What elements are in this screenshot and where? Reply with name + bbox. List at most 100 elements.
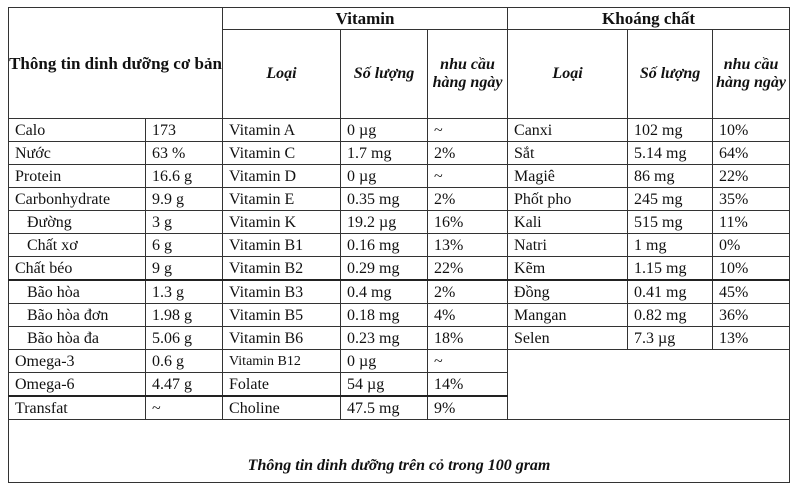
vitamin-name-cell: Vitamin B12 [222, 349, 342, 373]
basic-value-cell: 6 g [144, 233, 224, 257]
vitamin-amount-cell: 54 µg [340, 372, 429, 397]
vitamin-daily-cell: ~ [427, 349, 509, 373]
mineral-name-cell: Sắt [507, 141, 629, 165]
basic-name-cell: Nước [8, 141, 146, 165]
vitamin-name-cell: Vitamin B1 [222, 233, 342, 257]
vitamin-name-cell: Folate [222, 372, 342, 397]
basic-value-cell: 0.6 g [144, 349, 224, 373]
mineral-daily-cell: 10% [712, 256, 791, 281]
basic-name-cell: Bão hòa đơn [8, 303, 146, 327]
basic-value-cell: 1.98 g [144, 303, 224, 327]
mineral-amount-header: Số lượng [627, 29, 714, 119]
basic-value-cell: 5.06 g [144, 326, 224, 350]
basic-name-cell: Protein [8, 164, 146, 188]
mineral-daily-cell: 22% [712, 164, 791, 188]
vitamin-type-header: Loại [222, 29, 342, 119]
footer-note: Thông tin dinh dưỡng trên cỏ trong 100 g… [7, 419, 791, 483]
mineral-name-cell: Canxi [507, 118, 629, 142]
basic-value-cell: 1.3 g [144, 279, 224, 304]
mineral-name-cell: Mangan [507, 303, 629, 327]
vitamin-name-cell: Choline [222, 395, 342, 420]
mineral-amount-cell: 515 mg [627, 210, 714, 234]
vitamin-group-header: Vitamin [222, 7, 509, 30]
basic-name-cell: Chất xơ [8, 233, 146, 257]
basic-value-cell: 16.6 g [144, 164, 224, 188]
mineral-daily-cell: 11% [712, 210, 791, 234]
basic-value-cell: 9 g [144, 256, 224, 281]
table-row: Bão hòa đa 5.06 g Vitamin B6 0.23 mg 18% Sele… [8, 326, 791, 350]
mineral-name-cell: Natri [507, 233, 629, 257]
vitamin-amount-cell: 0 µg [340, 349, 429, 373]
vitamin-daily-cell: ~ [427, 164, 509, 188]
mineral-amount-cell: 102 mg [627, 118, 714, 142]
vitamin-name-cell: Vitamin E [222, 187, 342, 211]
mineral-amount-cell: 7.3 µg [627, 326, 714, 350]
basic-name-cell: Bão hòa [8, 279, 146, 304]
basic-value-cell: 63 % [144, 141, 224, 165]
vitamin-amount-header: Số lượng [340, 29, 429, 119]
vitamin-name-cell: Vitamin D [222, 164, 342, 188]
mineral-name-cell: Magiê [507, 164, 629, 188]
vitamin-name-cell: Vitamin A [222, 118, 342, 142]
mineral-amount-cell: 0.41 mg [627, 279, 714, 304]
table-row: Omega-6 4.47 g Folate 54 µg 14% [8, 372, 790, 397]
vitamin-daily-header: nhu cầu hàng ngày [427, 29, 509, 119]
vitamin-name-cell: Vitamin B5 [222, 303, 342, 327]
basic-value-cell: 4.47 g [144, 372, 224, 397]
mineral-daily-cell: 64% [712, 141, 791, 165]
vitamin-daily-cell: 16% [427, 210, 509, 234]
basic-value-cell: ~ [144, 395, 224, 420]
vitamin-daily-cell: 2% [427, 141, 509, 165]
table-row: Bão hòa đơn 1.98 g Vitamin B5 0.18 mg 4% Mang… [8, 303, 791, 327]
vitamin-amount-cell: 0.23 mg [340, 326, 429, 350]
mineral-empty-area [507, 349, 791, 420]
mineral-name-cell: Selen [507, 326, 629, 350]
vitamin-daily-cell: 22% [427, 256, 509, 281]
vitamin-amount-cell: 0.29 mg [340, 256, 429, 281]
mineral-name-cell: Kẽm [507, 256, 629, 281]
vitamin-amount-cell: 0.4 mg [340, 279, 429, 304]
basic-name-cell: Bão hòa đa [8, 326, 146, 350]
mineral-amount-cell: 245 mg [627, 187, 714, 211]
vitamin-daily-cell: 9% [427, 395, 509, 420]
table-row: Omega-3 0.6 g Vitamin B12 0 µg ~ [8, 349, 791, 420]
table-row: Transfat ~ Choline 47.5 mg 9% [8, 395, 790, 420]
vitamin-amount-cell: 19.2 µg [340, 210, 429, 234]
basic-value-cell: 173 [144, 118, 224, 142]
mineral-daily-cell: 35% [712, 187, 791, 211]
basic-value-cell: 3 g [144, 210, 224, 234]
vitamin-daily-cell: 2% [427, 279, 509, 304]
basic-name-cell: Carbonhydrate [8, 187, 146, 211]
basic-info-header: Thông tin dinh dưỡng cơ bản [7, 7, 224, 119]
mineral-daily-cell: 36% [712, 303, 791, 327]
mineral-group-header: Khoáng chất [507, 7, 791, 30]
vitamin-daily-cell: ~ [427, 118, 509, 142]
mineral-name-cell: Đồng [507, 279, 629, 304]
basic-name-cell: Omega-6 [8, 372, 146, 397]
basic-name-cell: Chất béo [8, 256, 146, 281]
vitamin-amount-cell: 0 µg [340, 118, 429, 142]
vitamin-amount-cell: 0.18 mg [340, 303, 429, 327]
table-row: Đường 3 g Vitamin K 19.2 µg 16% Kali 515 mg 11% [8, 210, 791, 234]
vitamin-daily-cell: 18% [427, 326, 509, 350]
mineral-amount-cell: 0.82 mg [627, 303, 714, 327]
mineral-daily-cell: 45% [712, 279, 791, 304]
basic-value-cell: 9.9 g [144, 187, 224, 211]
vitamin-name-cell: Vitamin B3 [222, 279, 342, 304]
basic-name-cell: Omega-3 [8, 349, 146, 373]
mineral-amount-cell: 1.15 mg [627, 256, 714, 281]
vitamin-daily-cell: 14% [427, 372, 509, 397]
nutrition-table: Thông tin dinh dưỡng cơ bản Vitamin Khoá… [7, 7, 791, 483]
vitamin-amount-cell: 47.5 mg [340, 395, 429, 420]
vitamin-name-cell: Vitamin C [222, 141, 342, 165]
mineral-daily-cell: 0% [712, 233, 791, 257]
table-row: Chất xơ 6 g Vitamin B1 0.16 mg 13% Natri 1 mg 0… [8, 233, 791, 257]
mineral-name-cell: Phốt pho [507, 187, 629, 211]
vitamin-amount-cell: 0.35 mg [340, 187, 429, 211]
basic-name-cell: Transfat [8, 395, 146, 420]
basic-name-cell: Đường [8, 210, 146, 234]
mineral-daily-cell: 10% [712, 118, 791, 142]
mineral-name-cell: Kali [507, 210, 629, 234]
vitamin-daily-cell: 13% [427, 233, 509, 257]
